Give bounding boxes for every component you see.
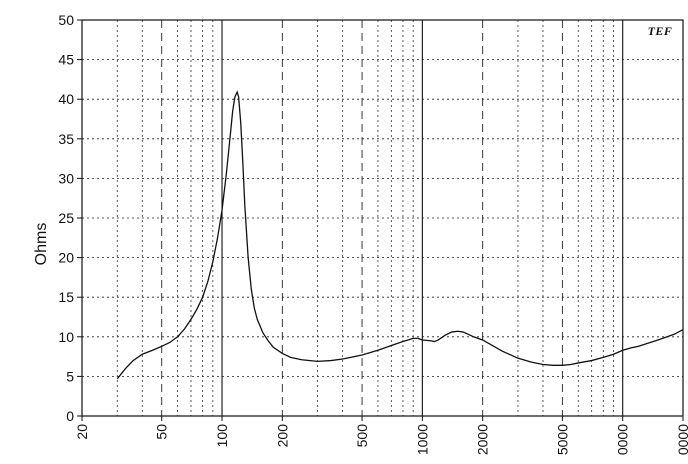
grid (81, 19, 684, 416)
impedance-curve (116, 90, 684, 380)
x-tick-label: 0000 (615, 424, 631, 455)
y-tick-label: 25 (58, 210, 74, 226)
x-tick-label: 0000 (675, 424, 688, 455)
y-tick-label: 45 (58, 52, 74, 68)
y-axis-label: Ohms (33, 223, 50, 266)
y-tick-label: 50 (58, 12, 74, 28)
x-tick-label: 5000 (554, 424, 570, 455)
x-tick-label: 20 (74, 424, 90, 440)
x-tick-label: 100 (214, 424, 230, 448)
axes (77, 19, 684, 421)
x-tick-label: 2000 (475, 424, 491, 455)
x-tick-label: 500 (354, 424, 370, 448)
y-tick-label: 10 (58, 329, 74, 345)
x-tick-label: 50 (154, 424, 170, 440)
logo-mark: TEF (648, 24, 673, 38)
y-tick-label: 15 (58, 289, 74, 305)
y-tick-label: 0 (66, 408, 74, 424)
tick-labels: 0 5 10 15 20 25 30 35 40 45 50 20 50 100 200 500 1000 200… (58, 12, 688, 455)
y-tick-label: 35 (58, 131, 74, 147)
y-tick-label: 40 (58, 91, 74, 107)
y-tick-label: 5 (66, 368, 74, 384)
x-tick-label: 200 (274, 424, 290, 448)
y-tick-label: 20 (58, 250, 74, 266)
y-tick-label: 30 (58, 170, 74, 186)
x-tick-label: 1000 (414, 424, 430, 455)
